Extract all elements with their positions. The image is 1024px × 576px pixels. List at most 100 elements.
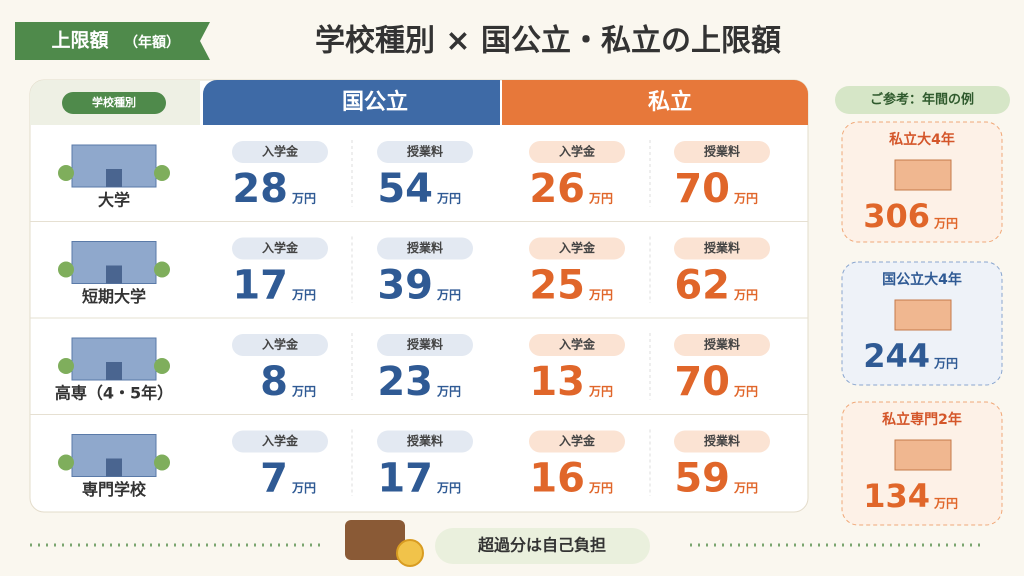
row-name: 高専（4・5年） [55, 384, 173, 403]
fee-label: 入学金 [262, 144, 299, 159]
building-door [106, 265, 122, 284]
title: 学校種別 × 国公立・私立の上限額 [315, 24, 781, 59]
public-header [203, 80, 500, 125]
column-header: 国公立 [342, 89, 408, 115]
fee-unit: 万円 [436, 481, 461, 495]
fee-unit: 万円 [588, 192, 613, 206]
card-icon [894, 299, 952, 331]
fee-value: 13 [529, 359, 585, 405]
tree-icon [154, 358, 170, 374]
wallet-icon [345, 520, 405, 560]
fee-pill [232, 430, 328, 453]
private-header [502, 80, 808, 125]
fee-value: 70 [674, 166, 730, 212]
fee-unit: 万円 [436, 385, 461, 399]
fee-label: 授業料 [704, 240, 740, 255]
fee-value: 59 [674, 456, 730, 502]
footer-text: 超過分は自己負担 [477, 536, 606, 555]
fee-value: 39 [377, 263, 433, 309]
fee-pill [232, 237, 328, 260]
fee-pill [377, 334, 473, 356]
header-pill [62, 92, 166, 114]
fee-value: 7 [260, 456, 288, 502]
card-unit: 万円 [933, 217, 958, 231]
fee-unit: 万円 [733, 481, 758, 495]
fee-label: 入学金 [559, 240, 596, 255]
fee-label: 入学金 [559, 337, 596, 352]
card-icon [894, 439, 952, 471]
tree-icon [58, 165, 74, 181]
fee-unit: 万円 [733, 288, 758, 302]
fee-unit: 万円 [436, 192, 461, 206]
tree-icon [154, 165, 170, 181]
fee-unit: 万円 [588, 288, 613, 302]
card-value: 244 [863, 337, 930, 375]
badge-shape [15, 22, 210, 60]
card-label: 私立専門2年 [882, 411, 962, 428]
fee-value: 17 [377, 456, 433, 502]
fee-value: 54 [377, 166, 433, 212]
card-value: 306 [863, 197, 930, 235]
fee-pill [674, 334, 770, 356]
fee-unit: 万円 [291, 288, 316, 302]
fee-unit: 万円 [733, 385, 758, 399]
fee-pill [377, 430, 473, 453]
fee-label: 入学金 [262, 433, 299, 448]
column-header: 学校種別 [92, 95, 136, 109]
fee-label: 授業料 [704, 433, 740, 448]
fee-label: 入学金 [262, 240, 299, 255]
fee-unit: 万円 [291, 481, 316, 495]
fee-label: 入学金 [262, 337, 299, 352]
fee-label: 授業料 [704, 337, 740, 352]
tree-icon [154, 454, 170, 471]
fee-value: 62 [674, 263, 730, 309]
reference-heading: ご参考：年間の例 [870, 92, 974, 108]
coin-icon [396, 539, 424, 567]
fee-label: 授業料 [407, 337, 443, 352]
column-header: 私立 [648, 89, 692, 115]
fee-pill [377, 237, 473, 260]
fee-label: 授業料 [704, 144, 740, 159]
row-name: 短期大学 [82, 287, 146, 306]
fee-value: 70 [674, 359, 730, 405]
building-door [106, 362, 122, 380]
fee-pill [529, 237, 625, 260]
fee-pill [232, 141, 328, 163]
card-label: 私立大4年 [889, 131, 955, 148]
fee-value: 23 [377, 359, 433, 405]
fee-pill [674, 237, 770, 260]
badge-note: （年額） [124, 34, 180, 51]
tree-icon [58, 261, 74, 278]
card-unit: 万円 [933, 497, 958, 511]
fee-value: 28 [232, 166, 288, 212]
fee-pill [377, 141, 473, 163]
card-icon [894, 159, 952, 191]
fee-value: 16 [529, 456, 585, 502]
card-unit: 万円 [933, 357, 958, 371]
fee-unit: 万円 [291, 385, 316, 399]
fee-value: 17 [232, 263, 288, 309]
tree-icon [58, 454, 74, 471]
fee-pill [674, 141, 770, 163]
reference-pill [835, 86, 1010, 114]
row-name: 専門学校 [82, 480, 147, 499]
fee-pill [674, 430, 770, 453]
tree-icon [154, 261, 170, 278]
fee-value: 26 [529, 166, 585, 212]
fee-label: 授業料 [407, 433, 443, 448]
fee-label: 入学金 [559, 433, 596, 448]
fee-label: 授業料 [407, 240, 443, 255]
fee-pill [232, 334, 328, 356]
fee-pill [529, 141, 625, 163]
footer-pill [435, 528, 650, 564]
building-door [106, 458, 122, 477]
fee-pill [529, 430, 625, 453]
card-label: 国公立大4年 [882, 271, 962, 288]
badge-label: 上限額 [51, 29, 108, 52]
fee-unit: 万円 [588, 385, 613, 399]
building-door [106, 169, 122, 187]
fee-value: 25 [529, 263, 585, 309]
fee-label: 授業料 [407, 144, 443, 159]
card-value: 134 [863, 477, 930, 515]
